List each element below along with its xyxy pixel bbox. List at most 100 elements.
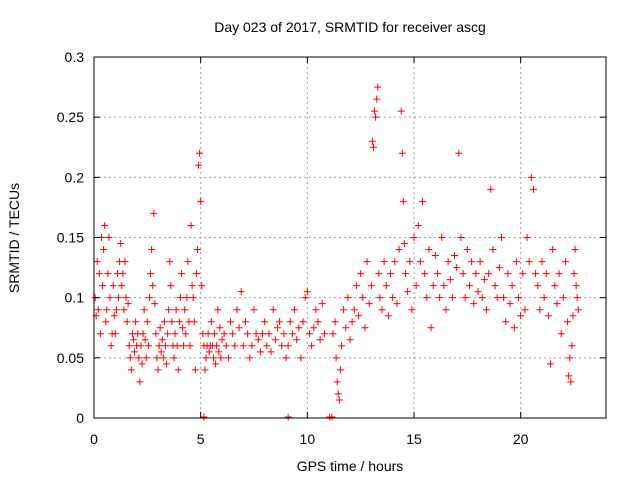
data-point xyxy=(135,354,143,362)
data-point xyxy=(506,300,514,308)
data-points xyxy=(91,83,582,421)
data-point xyxy=(357,270,365,278)
data-point xyxy=(202,354,210,362)
data-point xyxy=(142,354,150,362)
data-point xyxy=(161,342,169,350)
data-point xyxy=(222,342,230,350)
data-point xyxy=(123,318,131,326)
data-point xyxy=(433,270,441,278)
data-point xyxy=(101,221,109,229)
data-point xyxy=(565,372,573,380)
data-point xyxy=(229,330,237,338)
data-point xyxy=(197,197,205,205)
data-point xyxy=(141,336,149,344)
data-point xyxy=(551,282,559,290)
data-point xyxy=(342,324,350,332)
x-tick-labels: 0 5 10 15 20 xyxy=(90,431,529,447)
data-point xyxy=(384,312,392,320)
data-point xyxy=(104,270,112,278)
data-point xyxy=(218,336,226,344)
data-point xyxy=(517,312,525,320)
data-point xyxy=(150,209,158,217)
data-point xyxy=(532,270,540,278)
data-point xyxy=(436,294,444,302)
data-point xyxy=(472,270,480,278)
data-point xyxy=(259,330,267,338)
data-point xyxy=(470,300,478,308)
data-point xyxy=(500,294,508,302)
zero-marker xyxy=(200,413,208,421)
data-point xyxy=(276,318,284,326)
data-point xyxy=(139,330,147,338)
data-point xyxy=(380,258,388,266)
data-point xyxy=(334,390,342,398)
data-point xyxy=(331,318,339,326)
y-tick-label: 0.2 xyxy=(65,169,85,185)
data-point xyxy=(216,324,224,332)
data-point xyxy=(177,270,185,278)
data-point xyxy=(442,306,450,314)
data-point xyxy=(363,258,371,266)
data-point xyxy=(401,270,409,278)
data-point xyxy=(224,354,232,362)
data-point xyxy=(544,312,552,320)
data-point xyxy=(198,282,206,290)
data-point xyxy=(571,246,579,254)
data-point xyxy=(542,270,550,278)
y-tick-label: 0.05 xyxy=(57,350,84,366)
data-point xyxy=(378,306,386,314)
data-point xyxy=(186,342,194,350)
data-point xyxy=(336,366,344,374)
data-point xyxy=(117,240,125,248)
data-point xyxy=(527,173,535,181)
data-point xyxy=(136,378,144,386)
data-point xyxy=(359,294,367,302)
data-point xyxy=(373,95,381,103)
data-point xyxy=(547,360,555,368)
y-tick-label: 0 xyxy=(76,410,84,426)
data-point xyxy=(182,330,190,338)
data-point xyxy=(459,270,467,278)
data-point xyxy=(483,306,491,314)
data-point xyxy=(110,312,118,320)
data-point xyxy=(125,342,133,350)
axis-ticks xyxy=(93,56,606,419)
data-point xyxy=(555,270,563,278)
data-point xyxy=(107,342,115,350)
data-point xyxy=(461,294,469,302)
data-point xyxy=(476,258,484,266)
data-point xyxy=(446,276,454,284)
x-tick-label: 10 xyxy=(300,431,316,447)
y-tick-label: 0.25 xyxy=(57,109,84,125)
data-point xyxy=(227,318,235,326)
data-point xyxy=(487,185,495,193)
data-point xyxy=(410,234,418,241)
data-point xyxy=(271,336,279,344)
data-point xyxy=(160,318,168,326)
data-point xyxy=(241,318,249,326)
data-point xyxy=(99,282,107,290)
data-point xyxy=(124,300,132,308)
data-point xyxy=(157,348,165,356)
data-point xyxy=(549,246,557,254)
data-point xyxy=(164,330,172,338)
data-point xyxy=(96,330,104,338)
data-point xyxy=(163,360,171,368)
x-tick-label: 0 xyxy=(90,431,98,447)
data-point xyxy=(561,258,569,266)
data-point xyxy=(179,324,187,332)
data-point xyxy=(156,324,164,332)
data-point xyxy=(111,330,119,338)
data-point xyxy=(371,107,379,115)
data-point xyxy=(301,294,309,302)
data-point xyxy=(261,318,269,326)
data-point xyxy=(131,348,139,356)
data-point xyxy=(365,300,373,308)
data-point xyxy=(217,354,225,362)
data-point xyxy=(559,294,567,302)
data-point xyxy=(187,221,195,229)
data-point xyxy=(263,342,271,350)
data-point xyxy=(308,342,316,350)
data-point xyxy=(568,342,576,350)
